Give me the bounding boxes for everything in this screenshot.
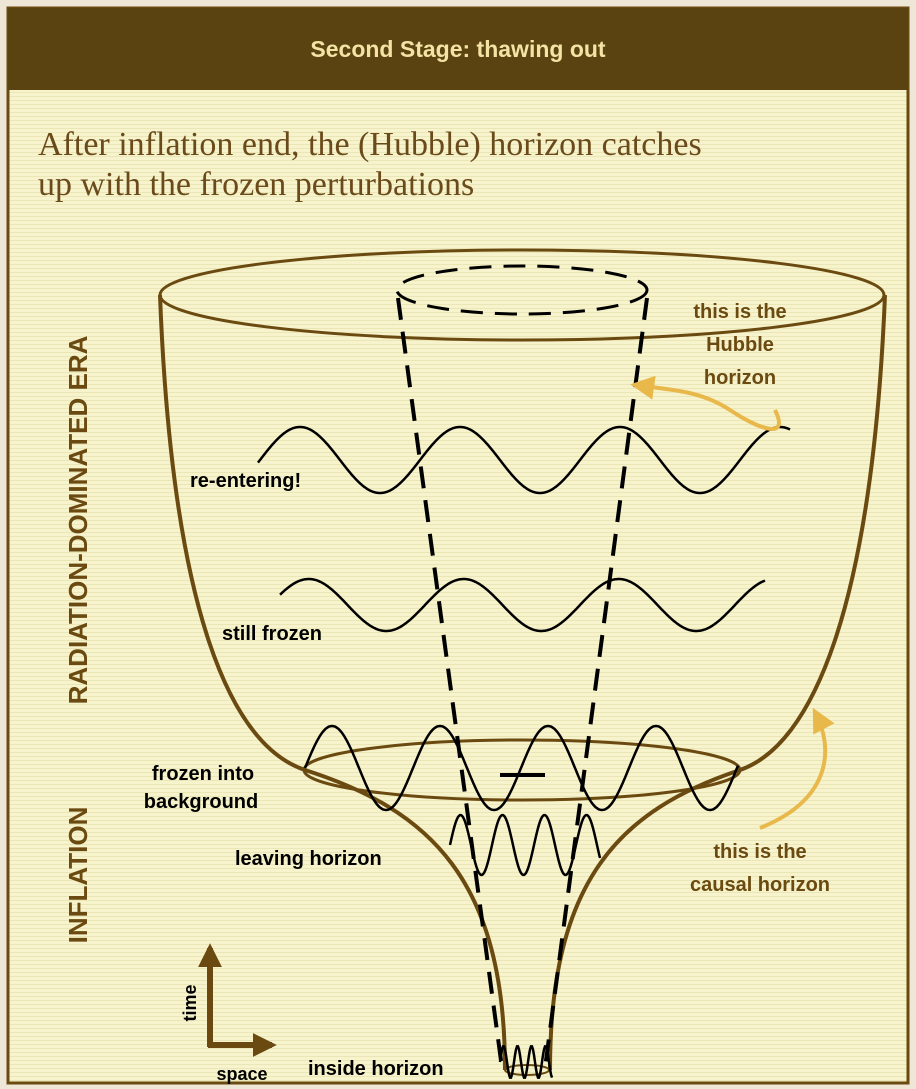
causal-label: causal horizon bbox=[690, 874, 830, 896]
dashed-line bbox=[396, 297, 504, 1069]
dashed-line bbox=[543, 297, 649, 1069]
causal-cone bbox=[395, 264, 649, 1069]
wave bbox=[498, 1045, 554, 1079]
wave bbox=[448, 813, 602, 877]
wave bbox=[257, 425, 791, 495]
hubble-label: this is the bbox=[693, 301, 786, 323]
intro-line: After inflation end, the (Hubble) horizo… bbox=[38, 126, 702, 163]
dashed-ellipse bbox=[395, 264, 649, 316]
bowl-right bbox=[739, 294, 887, 772]
horizon-shape bbox=[158, 248, 887, 1076]
bowl-left bbox=[158, 294, 306, 772]
intro-line: up with the frozen perturbations bbox=[38, 166, 474, 203]
labels: this is the Hubble horizon this is the c… bbox=[144, 301, 830, 1080]
time-label: time bbox=[180, 984, 200, 1021]
wave bbox=[303, 724, 740, 812]
era-label: RADIATION-DOMINATED ERA bbox=[63, 335, 93, 704]
causal-arrow bbox=[759, 707, 835, 830]
wave-label: re-entering! bbox=[190, 470, 301, 492]
header-title: Second Stage: thawing out bbox=[310, 36, 606, 62]
wave-label: leaving horizon bbox=[235, 848, 382, 870]
space-label: space bbox=[216, 1064, 267, 1084]
wave-label: frozen into bbox=[152, 763, 254, 785]
mid-ellipse bbox=[302, 738, 742, 802]
era-label: INFLATION bbox=[63, 807, 93, 944]
panel bbox=[6, 6, 910, 1085]
header-band bbox=[8, 8, 908, 90]
causal-label: this is the bbox=[713, 841, 806, 863]
wave bbox=[279, 577, 766, 633]
hubble-label: horizon bbox=[704, 367, 776, 389]
wave-label: still frozen bbox=[222, 623, 322, 645]
wave-label: inside horizon bbox=[308, 1058, 444, 1080]
wave-label: background bbox=[144, 791, 258, 813]
hubble-label: Hubble bbox=[706, 334, 774, 356]
hubble-arrow bbox=[630, 375, 781, 431]
waves bbox=[257, 425, 791, 1079]
